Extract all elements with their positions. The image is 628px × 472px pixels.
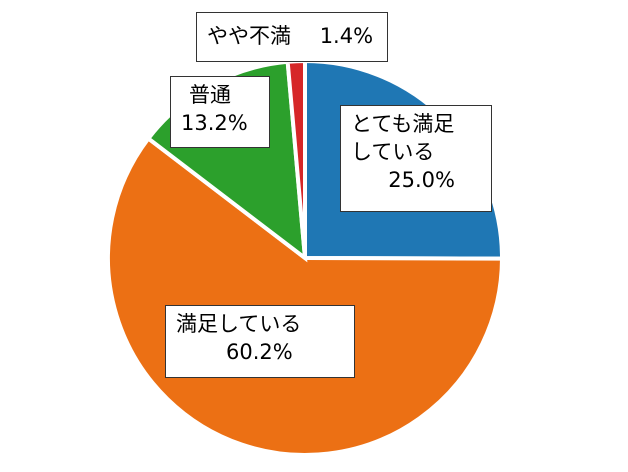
category-label: 満足している <box>176 312 302 336</box>
category-label: やや不満 <box>207 24 291 48</box>
slice-label: やや不満 1.4% <box>196 12 388 62</box>
value-label: 13.2% <box>181 111 248 135</box>
value-label: 60.2% <box>226 340 293 364</box>
value-label: 1.4% <box>319 24 374 48</box>
category-label: とても満足している <box>351 112 455 164</box>
category-label: 普通 <box>189 83 231 107</box>
slice-label: とても満足している 25.0% <box>340 105 492 212</box>
slice-label: 満足している 60.2% <box>165 305 355 378</box>
value-label: 25.0% <box>388 168 455 192</box>
slice-label: 普通 13.2% <box>170 76 270 148</box>
